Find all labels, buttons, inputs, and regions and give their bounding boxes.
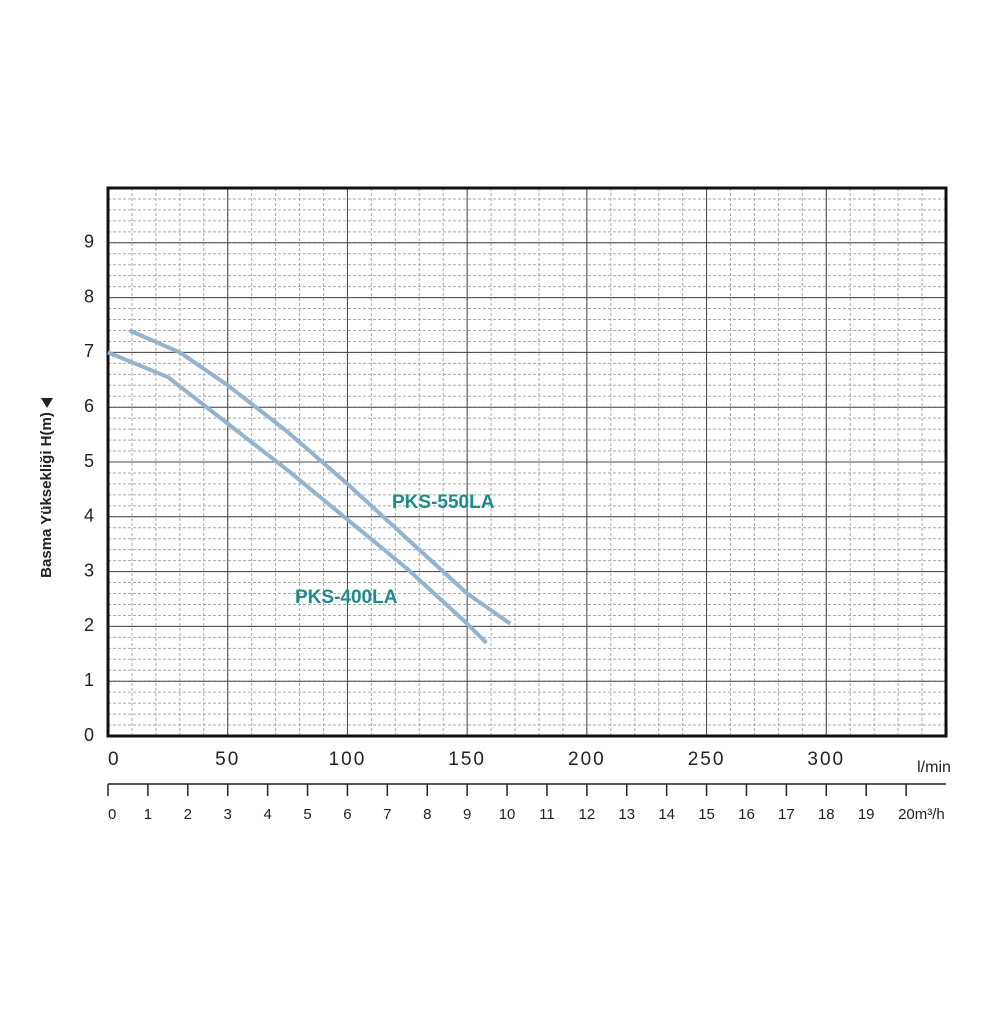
y-axis-label: Basma Yüksekliği H(m) — [38, 412, 55, 578]
x2-tick-label: 15 — [698, 806, 715, 823]
x2-tick-label: 13 — [618, 806, 635, 823]
y-tick-label: 3 — [84, 560, 94, 580]
x2-tick-label: 9 — [463, 806, 471, 823]
x-tick-label: 150 — [448, 749, 486, 770]
x2-tick-label: 1 — [144, 806, 152, 823]
x-tick-label: 300 — [807, 749, 845, 770]
x2-tick-label: 3 — [224, 806, 232, 823]
x2-tick-label: 8 — [423, 806, 431, 823]
y-tick-label: 9 — [84, 232, 94, 252]
x2-tick-label: 2 — [184, 806, 192, 823]
x2-tick-label: 0 — [108, 806, 116, 823]
x2-tick-label: 16 — [738, 806, 755, 823]
y-tick-label: 2 — [84, 615, 94, 635]
x2-tick-label: 7 — [383, 806, 391, 823]
x-tick-label: 50 — [215, 749, 240, 770]
x2-tick-label: 17 — [778, 806, 795, 823]
x-unit-label: l/min — [917, 759, 951, 776]
x2-tick-label: 12 — [579, 806, 596, 823]
y-tick-label: 5 — [84, 451, 94, 471]
series-label: PKS-400LA — [295, 587, 398, 608]
x2-tick-label: 18 — [818, 806, 835, 823]
y-tick-label: 4 — [84, 506, 94, 526]
x2-tick-label: 19 — [858, 806, 875, 823]
x-tick-label: 200 — [568, 749, 606, 770]
series-label: PKS-550LA — [392, 492, 495, 513]
y-tick-label: 1 — [84, 670, 94, 690]
x-tick-label: 250 — [688, 749, 726, 770]
y-tick-label: 6 — [84, 396, 94, 416]
x2-tick-label: 11 — [539, 806, 555, 823]
x2-tick-label: 6 — [343, 806, 351, 823]
x2-tick-label: 4 — [263, 806, 271, 823]
y-tick-label: 8 — [84, 286, 94, 306]
curve — [107, 350, 488, 645]
x2-tick-label: 5 — [303, 806, 311, 823]
curve — [128, 328, 512, 626]
y-tick-label: 0 — [84, 725, 94, 745]
axis-arrow — [41, 398, 53, 408]
y-tick-label: 7 — [84, 341, 94, 361]
x-tick-label: 0 — [108, 749, 121, 770]
x-tick-label: 100 — [329, 749, 367, 770]
x2-tick-label: 10 — [499, 806, 516, 823]
x2-tick-label: 14 — [658, 806, 675, 823]
x2-tick-label: 20m³/h — [898, 806, 945, 823]
plot-frame — [106, 186, 948, 738]
